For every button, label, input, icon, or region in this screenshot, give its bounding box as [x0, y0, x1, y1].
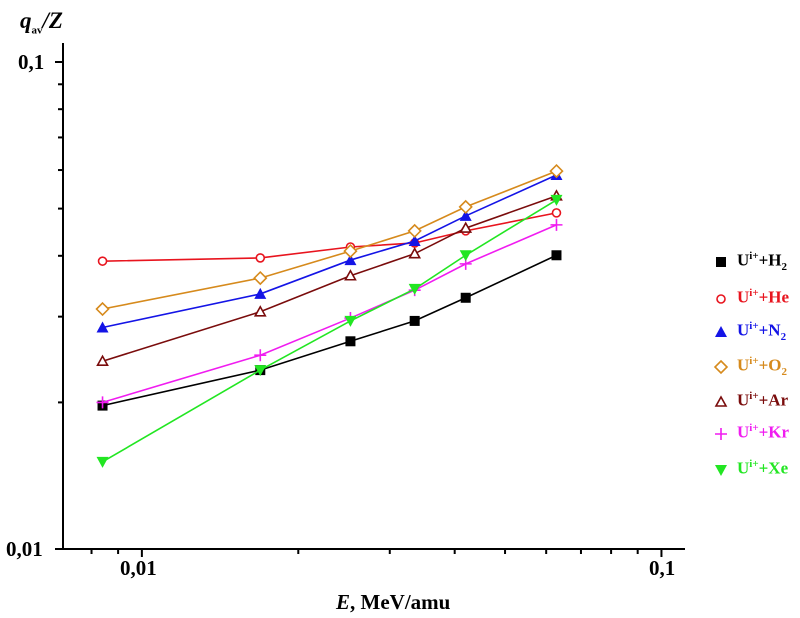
- legend-item-H2: Ui++H2: [713, 250, 787, 273]
- data-point-Kr: [96, 396, 109, 409]
- legend-marker-icon: [714, 394, 728, 407]
- legend-label: Ui++N2: [737, 320, 787, 344]
- series-line-N2: [102, 174, 557, 329]
- data-point-O2: [458, 199, 473, 215]
- data-point-H2: [460, 292, 471, 303]
- data-point-Xe: [459, 250, 472, 262]
- legend-marker: [715, 427, 727, 440]
- legend-marker: [714, 394, 728, 407]
- data-point-N2: [96, 321, 109, 333]
- legend-label: Ui++He: [737, 287, 790, 307]
- series-line-He: [102, 212, 557, 262]
- data-point-Ar: [344, 269, 357, 281]
- data-point-Ar: [459, 221, 473, 233]
- data-point-N2: [254, 287, 267, 299]
- data-point-Xe: [344, 315, 357, 327]
- data-point-Xe: [408, 283, 421, 295]
- legend-item-O2: Ui++O2: [713, 355, 787, 378]
- data-point-Ar: [253, 305, 267, 317]
- legend-marker-icon: [713, 359, 729, 374]
- data-point-H2: [345, 336, 356, 347]
- x-tick-label: 0,01: [120, 556, 157, 580]
- data-point-Ar: [408, 247, 422, 259]
- legend-marker: [716, 293, 726, 304]
- legend-label: Ui++Xe: [737, 458, 789, 478]
- data-point-O2: [253, 270, 268, 286]
- series-line-H2: [102, 254, 557, 407]
- data-point-Xe: [550, 194, 563, 206]
- legend-item-Xe: Ui++Xe: [713, 458, 788, 481]
- legend-marker: [715, 325, 727, 337]
- legend-item-He: Ui++He: [713, 287, 789, 310]
- data-point-O2: [95, 301, 110, 317]
- legend-marker-icon: [716, 293, 726, 304]
- data-point-Kr: [550, 218, 563, 231]
- legend-marker-icon: [715, 427, 727, 440]
- data-point-H2: [409, 315, 420, 326]
- x-axis-label: E, MeV/amu: [336, 590, 451, 614]
- legend-item-Kr: Ui++Kr: [713, 422, 789, 445]
- data-point-He: [551, 208, 562, 218]
- legend-label: Ui++Ar: [737, 390, 789, 410]
- legend-label: Ui++H2: [737, 250, 788, 274]
- legend-marker-icon: [715, 325, 727, 337]
- data-point-N2: [459, 209, 472, 221]
- legend-label: Ui++O2: [737, 355, 788, 379]
- data-point-He: [255, 253, 266, 263]
- legend-label: Ui++Kr: [737, 422, 790, 442]
- data-point-N2: [408, 234, 421, 246]
- legend-item-N2: Ui++N2: [713, 320, 786, 343]
- x-tick-label: 0,1: [649, 556, 676, 580]
- legend-marker-icon: [716, 256, 726, 267]
- y-tick-label: 0,1: [18, 50, 45, 74]
- data-point-O2: [343, 243, 358, 259]
- data-point-O2: [407, 223, 422, 239]
- series-line-Ar: [102, 195, 557, 362]
- data-point-He: [97, 256, 108, 266]
- series-line-O2: [102, 170, 557, 310]
- data-point-Kr: [254, 349, 267, 362]
- data-point-Xe: [254, 365, 267, 377]
- data-point-N2: [344, 254, 357, 266]
- legend-marker-icon: [715, 464, 727, 476]
- legend-marker: [715, 464, 727, 476]
- legend-marker: [716, 256, 726, 267]
- data-point-H2: [551, 250, 562, 261]
- data-point-Ar: [96, 354, 109, 367]
- data-point-Xe: [96, 456, 109, 468]
- series-line-Xe: [102, 199, 557, 463]
- y-tick-label: 0,01: [6, 537, 43, 561]
- data-point-O2: [549, 163, 564, 179]
- legend-marker: [713, 359, 729, 374]
- y-axis-label: qav/Z: [20, 8, 63, 37]
- legend-item-Ar: Ui++Ar: [713, 390, 788, 413]
